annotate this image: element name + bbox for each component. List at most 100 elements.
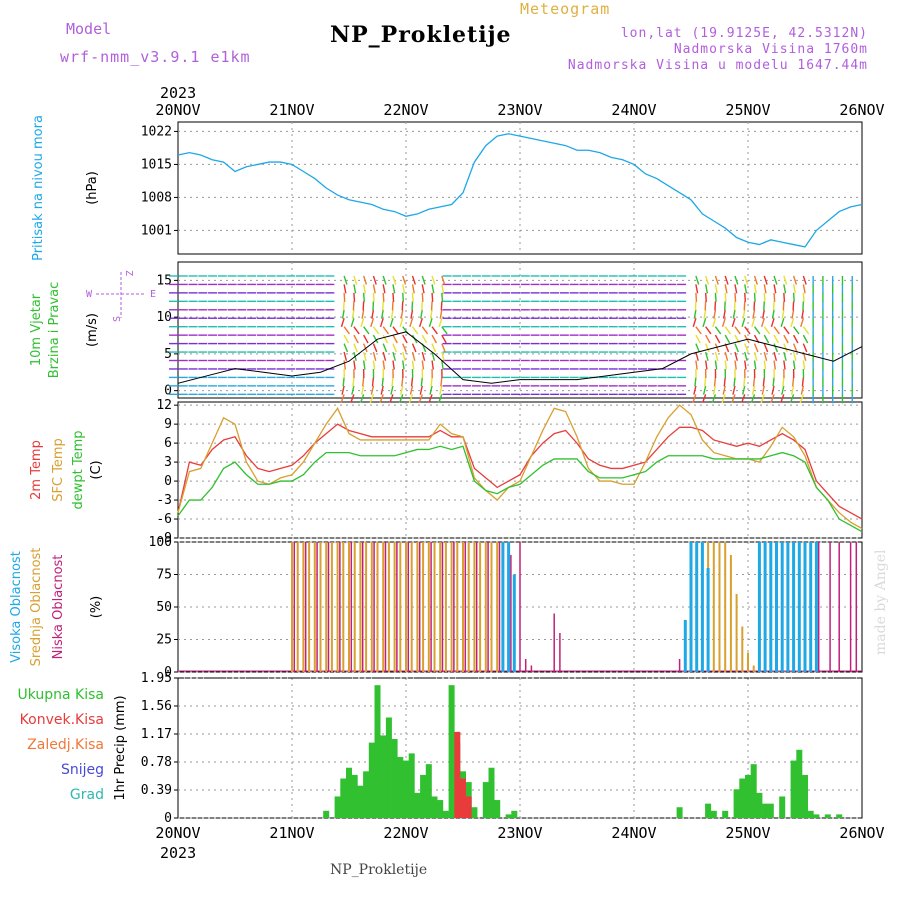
wind-arrow (343, 284, 347, 294)
wind-arrow (343, 360, 347, 370)
precip-bar-0 (346, 767, 352, 818)
wind-arrow (773, 275, 778, 285)
precip-bar-0 (323, 810, 330, 818)
wind-arrow (372, 351, 377, 361)
wind-arrow (440, 377, 443, 387)
cloud-bar-mid (712, 542, 715, 672)
wind-arrow (771, 385, 775, 395)
cloud-bar-mid (422, 542, 425, 672)
wind-arrow (411, 351, 416, 361)
wind-arrow (792, 334, 799, 344)
wind-arrow (724, 351, 729, 361)
wind-arrow (438, 394, 443, 404)
wind-arrow (351, 385, 355, 395)
wind-arrow (392, 360, 395, 370)
wind-arrow (441, 360, 444, 370)
wind-arrow (714, 284, 718, 294)
wind-arrow (409, 385, 414, 395)
precip-legend-2: Zaledj.Kisa (27, 737, 104, 753)
wind-arrow (780, 318, 785, 328)
wind-arrow (792, 351, 797, 361)
wind-arrow (402, 292, 405, 302)
wind-arrow (770, 318, 775, 328)
precip-bar-0 (807, 810, 814, 818)
wind-arrow (741, 318, 746, 328)
bottom-year-label: 2023 (160, 844, 196, 862)
precip-bar-0 (397, 756, 404, 818)
cloud-bar-mid (729, 555, 732, 672)
wind-arrow-field (169, 275, 853, 404)
wind-arrow (744, 343, 749, 353)
y-tick-label: 10 (156, 310, 172, 325)
y-tick-label: 0 (164, 665, 172, 680)
wind-arrow (421, 275, 426, 285)
precip-bar-0 (767, 803, 774, 818)
cloud-bar-mid (479, 542, 482, 672)
y-tick-label: 0 (164, 384, 172, 399)
y-tick-label: 25 (156, 633, 172, 648)
wind-arrow (714, 360, 718, 370)
wind-arrow (392, 351, 396, 361)
wind-arrow (360, 318, 365, 328)
precip-bar-0 (739, 778, 746, 818)
cloud-bar-low (441, 542, 444, 672)
wind-arrow (714, 292, 717, 302)
wind-arrow (752, 377, 756, 387)
wind-arrow (411, 275, 416, 285)
wind-arrow (362, 275, 368, 285)
y-tick-label: 75 (156, 568, 172, 583)
x-tick-label-top: 21NOV (269, 101, 314, 119)
wind-legend-n: Z (123, 270, 134, 276)
x-tick-label-bottom: 23NOV (497, 824, 542, 842)
wind-arrow (781, 309, 785, 319)
wind-arrow (705, 343, 710, 353)
wind-arrow (343, 326, 350, 335)
wind-arrow (441, 284, 445, 294)
wind-arrow (421, 360, 425, 370)
wind-arrow (361, 309, 365, 319)
wind-arrow (353, 326, 360, 335)
wind-arrow (753, 326, 761, 335)
cloud-bar-low (384, 542, 387, 672)
wind-arrow (704, 292, 707, 302)
wind-arrow (441, 292, 444, 302)
wind-arrow (372, 360, 376, 370)
y-tick-label: 100 (149, 535, 172, 550)
x-tick-label-top: 22NOV (383, 101, 428, 119)
wind-arrow (692, 394, 697, 404)
cloud-bar-low (316, 542, 318, 672)
cloud-bar-mid (387, 542, 390, 672)
cloud-bar-mid (752, 665, 755, 672)
wind-arrow (750, 394, 756, 404)
wind-arrow (773, 351, 778, 361)
wind-arrow (792, 360, 796, 370)
wind-arrow (695, 360, 698, 370)
cloud-bar-mid (370, 542, 373, 672)
precip-bar-0 (802, 774, 808, 818)
cloud-bar-mid (427, 542, 430, 672)
cloud-bar-mid (741, 626, 744, 672)
wind-arrow (704, 351, 709, 361)
model-label: Model (66, 20, 112, 38)
precip-bar-0 (408, 753, 415, 818)
wind-arrow (372, 275, 377, 285)
precip-bar-0 (363, 771, 370, 818)
cloud-bar-mid (490, 542, 493, 672)
wind-arrow (431, 351, 436, 361)
precip-unit: 1hr Precip (mm) (113, 695, 128, 800)
wind-arrow (362, 360, 366, 370)
wind-arrow (752, 309, 756, 319)
x-tick-label-top: 24NOV (611, 101, 656, 119)
wind-legend-e: E (150, 289, 156, 300)
cloud-bar-low (361, 542, 364, 672)
cloud-bar-mid (484, 542, 487, 672)
wind-arrow (441, 334, 447, 344)
wind-arrow (731, 394, 736, 404)
wind-arrow (802, 284, 806, 294)
wind-arrow (722, 385, 726, 395)
wind-arrow (409, 318, 414, 328)
precip-bar-0 (368, 742, 375, 818)
precip-legend-4: Grad (70, 787, 104, 803)
cloud-bar-mid (473, 542, 476, 672)
wind-arrow (362, 292, 365, 302)
